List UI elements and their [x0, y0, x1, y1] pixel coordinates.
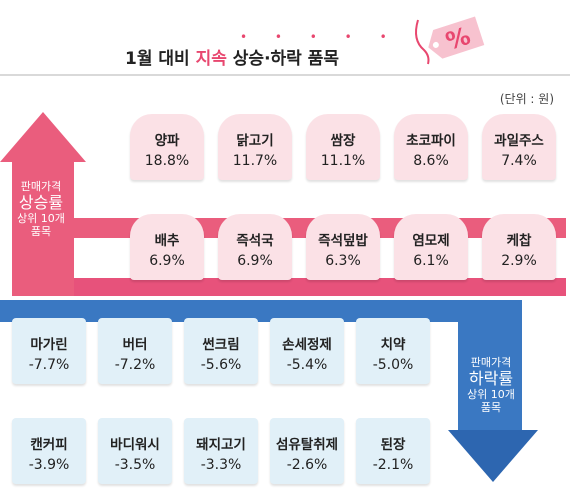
falling-item-card: 바디워시 -3.5% [98, 418, 172, 484]
item-name: 바디워시 [110, 437, 160, 453]
item-rate: 18.8% [144, 153, 190, 169]
falling-arrow-shaft [458, 300, 522, 430]
item-name: 닭고기 [236, 133, 274, 149]
rising-item-card: 배추 6.9% [130, 214, 204, 280]
item-name: 쌈장 [330, 133, 356, 149]
item-name: 캔커피 [30, 437, 68, 453]
rising-item-card: 즉석덮밥 6.3% [306, 214, 380, 280]
falling-item-card: 손세정제 -5.4% [270, 318, 344, 384]
item-rate: -2.1% [372, 457, 414, 473]
title-prefix: 1월 대비 [125, 49, 196, 69]
rising-label-line4: 품목 [30, 225, 52, 238]
item-rate: 6.9% [149, 253, 185, 269]
rising-band-bottom [62, 278, 566, 296]
rising-item-card: 염모제 6.1% [394, 214, 468, 280]
item-rate: 2.9% [501, 253, 537, 269]
title-divider [0, 74, 570, 76]
item-name: 손세정제 [282, 337, 332, 353]
falling-item-card: 마가린 -7.7% [12, 318, 86, 384]
falling-item-card: 섬유탈취제 -2.6% [270, 418, 344, 484]
falling-label-line4: 품목 [480, 401, 502, 414]
item-rate: 6.9% [237, 253, 273, 269]
rising-item-card: 양파 18.8% [130, 114, 204, 180]
price-tag-icon: % [415, 16, 485, 65]
item-rate: 7.4% [501, 153, 537, 169]
falling-item-card: 된장 -2.1% [356, 418, 430, 484]
rising-item-card: 초코파이 8.6% [394, 114, 468, 180]
rising-arrow-shaft [12, 160, 74, 296]
item-name: 썬크림 [202, 337, 240, 353]
title-area: • • • • • 1월 대비 지속 상승·하락 품목 [0, 30, 570, 76]
item-rate: 6.3% [325, 253, 361, 269]
falling-item-card: 돼지고기 -3.3% [184, 418, 258, 484]
rising-item-card: 즉석국 6.9% [218, 214, 292, 280]
title-accent: 지속 [195, 49, 227, 69]
falling-item-card: 썬크림 -5.6% [184, 318, 258, 384]
item-name: 즉석국 [236, 233, 274, 249]
rising-item-card: 과일주스 7.4% [482, 114, 556, 180]
rising-label-line3: 상위 10개 [17, 212, 65, 225]
falling-item-card: 치약 -5.0% [356, 318, 430, 384]
item-name: 돼지고기 [196, 437, 246, 453]
item-rate: -3.5% [114, 457, 156, 473]
item-name: 된장 [380, 437, 406, 453]
falling-arrow-head [448, 430, 538, 482]
page-title: 1월 대비 지속 상승·하락 품목 [125, 44, 339, 69]
rising-item-card: 쌈장 11.1% [306, 114, 380, 180]
item-name: 배추 [154, 233, 180, 249]
item-name: 양파 [154, 133, 180, 149]
item-rate: -3.3% [200, 457, 242, 473]
falling-arrow-label: 판매가격 하락률 상위 10개 품목 [454, 356, 528, 414]
falling-label-line3: 상위 10개 [467, 388, 515, 401]
item-name: 즉석덮밥 [318, 233, 368, 249]
item-name: 과일주스 [494, 133, 544, 149]
item-rate: -2.6% [286, 457, 328, 473]
item-name: 염모제 [412, 233, 450, 249]
item-rate: -5.6% [200, 357, 242, 373]
item-name: 케찹 [506, 233, 532, 249]
falling-item-card: 캔커피 -3.9% [12, 418, 86, 484]
rising-arrow-head [0, 112, 86, 162]
item-rate: -5.4% [286, 357, 328, 373]
item-rate: 11.7% [232, 153, 278, 169]
item-rate: 11.1% [320, 153, 366, 169]
rising-label-line2: 상승률 [18, 193, 64, 212]
falling-item-card: 버터 -7.2% [98, 318, 172, 384]
item-rate: -3.9% [28, 457, 70, 473]
item-name: 초코파이 [406, 133, 456, 149]
item-rate: 6.1% [413, 253, 449, 269]
item-rate: -7.7% [28, 357, 70, 373]
item-rate: -7.2% [114, 357, 156, 373]
item-rate: -5.0% [372, 357, 414, 373]
falling-label-line1: 판매가격 [470, 356, 512, 369]
title-dots: • • • • • [240, 30, 399, 44]
rising-item-card: 닭고기 11.7% [218, 114, 292, 180]
item-name: 마가린 [30, 337, 68, 353]
item-name: 버터 [122, 337, 148, 353]
rising-item-card: 케찹 2.9% [482, 214, 556, 280]
item-rate: 8.6% [413, 153, 449, 169]
falling-band [0, 300, 510, 322]
unit-label: (단위 : 원) [499, 92, 554, 106]
title-suffix: 상승·하락 품목 [226, 49, 340, 69]
item-name: 치약 [380, 337, 406, 353]
rising-arrow-label: 판매가격 상승률 상위 10개 품목 [4, 180, 78, 238]
item-name: 섬유탈취제 [275, 437, 339, 453]
falling-label-line2: 하락률 [468, 369, 514, 388]
rising-label-line1: 판매가격 [20, 180, 62, 193]
